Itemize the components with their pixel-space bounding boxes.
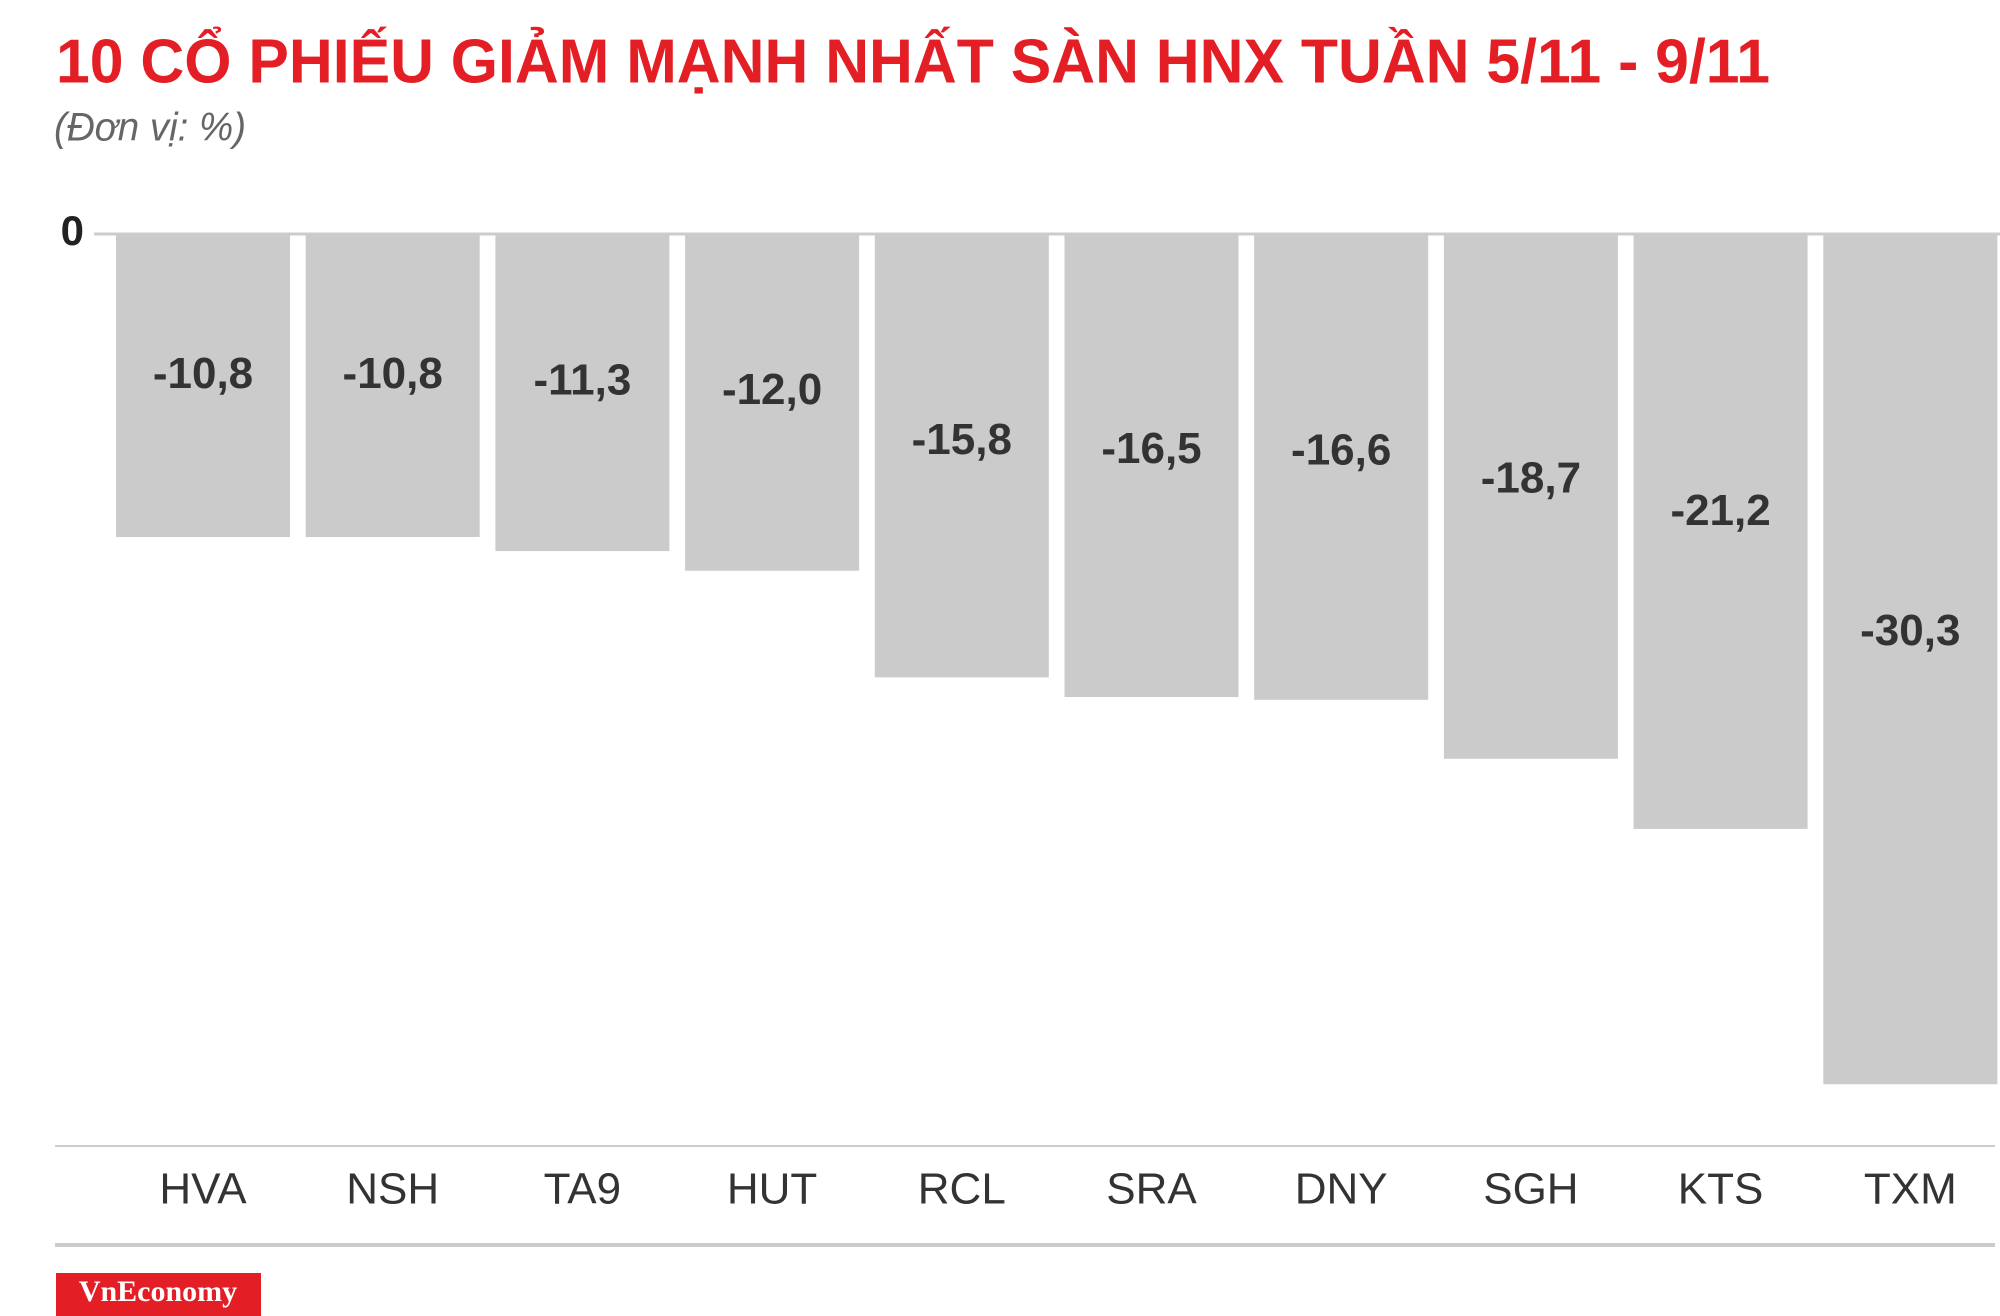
x-tick-label: RCL xyxy=(918,1165,1006,1214)
x-tick-label: TA9 xyxy=(544,1165,621,1214)
x-tick-label: SRA xyxy=(1106,1165,1197,1214)
bar xyxy=(116,234,290,538)
bar xyxy=(1254,234,1429,700)
bar xyxy=(685,234,860,571)
chart-title: 10 CỔ PHIẾU GIẢM MẠNH NHẤT SÀN HNX TUẦN … xyxy=(56,26,1770,96)
data-label: -16,6 xyxy=(1291,426,1391,475)
x-tick-label: SGH xyxy=(1483,1165,1578,1214)
bar xyxy=(874,234,1049,678)
bar xyxy=(305,234,480,538)
logo-text: VnEconomy xyxy=(79,1275,237,1308)
x-tick-label: TXM xyxy=(1864,1165,1957,1214)
logo-box xyxy=(56,1273,261,1316)
y-tick-label: 0 xyxy=(61,207,84,254)
bar xyxy=(1064,234,1239,698)
chart-subtitle: (Đơn vị: %) xyxy=(54,106,246,150)
bar xyxy=(1443,234,1618,759)
x-tick-label: HUT xyxy=(727,1165,817,1214)
x-tick-label: HVA xyxy=(159,1165,247,1214)
data-label: -10,8 xyxy=(153,349,253,398)
x-tick-label: KTS xyxy=(1678,1165,1764,1214)
data-label: -15,8 xyxy=(912,415,1012,464)
data-label: -10,8 xyxy=(343,349,443,398)
bar xyxy=(495,234,670,552)
data-label: -30,3 xyxy=(1860,606,1960,655)
data-label: -18,7 xyxy=(1481,453,1581,502)
x-tick-label: DNY xyxy=(1295,1165,1388,1214)
x-tick-label: NSH xyxy=(346,1165,439,1214)
bar xyxy=(1633,234,1808,829)
data-label: -21,2 xyxy=(1670,486,1770,535)
bar xyxy=(1823,234,1998,1085)
data-label: -16,5 xyxy=(1101,424,1201,473)
data-label: -11,3 xyxy=(533,356,631,405)
data-label: -12,0 xyxy=(722,365,822,414)
